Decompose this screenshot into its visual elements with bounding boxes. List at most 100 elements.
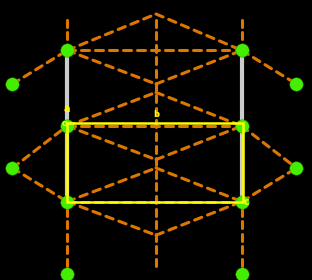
Point <box>240 47 245 52</box>
Point <box>241 48 246 52</box>
Point <box>63 47 68 51</box>
Point <box>295 167 300 172</box>
Point <box>11 80 16 84</box>
Point <box>242 125 247 129</box>
Point <box>7 166 12 170</box>
Point <box>240 126 245 130</box>
Point <box>239 47 244 52</box>
Point <box>9 168 14 172</box>
Point <box>9 83 14 88</box>
Point <box>238 199 243 203</box>
Point <box>9 165 14 170</box>
Point <box>243 200 248 204</box>
Point <box>295 165 300 169</box>
Point <box>242 272 247 277</box>
Text: a: a <box>64 104 70 114</box>
Point <box>236 125 241 130</box>
Point <box>237 275 242 279</box>
Point <box>13 166 18 170</box>
Point <box>9 80 14 84</box>
Point <box>12 82 17 86</box>
Text: o: o <box>61 119 67 128</box>
Point <box>240 202 245 206</box>
Point <box>65 272 70 277</box>
Point <box>64 125 69 129</box>
Point <box>61 272 66 277</box>
Point <box>66 48 71 53</box>
Point <box>65 197 70 202</box>
Point <box>68 122 73 127</box>
Point <box>292 82 297 86</box>
Point <box>292 167 297 172</box>
Point <box>298 83 303 87</box>
Point <box>67 199 72 203</box>
Point <box>67 201 72 206</box>
Point <box>7 164 12 168</box>
Point <box>64 200 69 205</box>
Point <box>295 83 300 88</box>
Point <box>64 271 69 276</box>
Point <box>239 272 244 277</box>
Point <box>12 166 17 170</box>
Point <box>62 124 67 129</box>
Point <box>67 123 72 127</box>
Point <box>243 125 248 130</box>
Point <box>296 80 301 84</box>
Point <box>295 82 300 87</box>
Point <box>243 272 248 277</box>
Point <box>64 50 69 54</box>
Point <box>64 125 69 129</box>
Point <box>68 198 73 202</box>
Point <box>293 81 298 86</box>
Point <box>239 273 244 278</box>
Point <box>66 272 71 277</box>
Point <box>236 272 241 276</box>
Point <box>65 48 70 53</box>
Point <box>240 50 245 55</box>
Point <box>7 166 12 170</box>
Point <box>66 273 71 277</box>
Point <box>63 199 68 203</box>
Point <box>66 201 71 205</box>
Point <box>239 125 244 129</box>
Point <box>66 50 71 54</box>
Point <box>9 84 14 88</box>
Point <box>239 197 244 202</box>
Point <box>11 83 16 87</box>
Point <box>292 169 297 173</box>
Point <box>238 123 243 127</box>
Point <box>11 82 16 87</box>
Point <box>12 81 17 85</box>
Point <box>65 199 70 203</box>
Point <box>66 125 71 129</box>
Point <box>237 50 242 54</box>
Point <box>237 201 242 205</box>
Point <box>63 197 68 202</box>
Point <box>68 271 73 275</box>
Point <box>67 50 72 54</box>
Point <box>61 48 66 53</box>
Point <box>9 81 14 86</box>
Point <box>65 125 70 129</box>
Point <box>239 199 244 203</box>
Point <box>63 199 68 204</box>
Point <box>237 125 242 130</box>
Point <box>243 50 248 54</box>
Point <box>66 199 71 203</box>
Point <box>8 166 13 170</box>
Point <box>237 199 242 204</box>
Point <box>12 168 17 172</box>
Point <box>241 198 246 202</box>
Point <box>295 81 300 86</box>
Point <box>242 200 247 204</box>
Point <box>238 49 243 53</box>
Point <box>62 121 67 125</box>
Point <box>241 122 246 127</box>
Point <box>240 49 245 53</box>
Point <box>240 274 245 279</box>
Point <box>64 123 69 127</box>
Point <box>240 49 245 53</box>
Point <box>63 271 68 275</box>
Point <box>10 166 15 170</box>
Point <box>243 274 248 278</box>
